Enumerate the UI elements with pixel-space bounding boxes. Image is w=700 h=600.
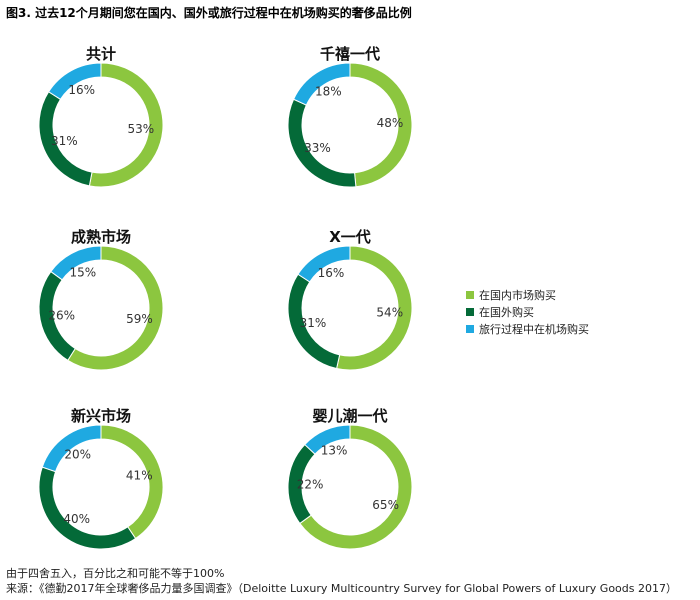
donut-chart-3: 成熟市场 59% 26% 15% (38, 228, 164, 371)
legend-label-domestic: 在国内市场购买 (479, 288, 556, 302)
donut-slice-domestic (299, 424, 413, 550)
footnote: 由于四舍五入，百分比之和可能不等于100% 来源：《德勤2017年全球奢侈品力量… (6, 566, 677, 596)
donut-slice-travel (297, 245, 351, 283)
donut-chart-5: 新兴市场 41% 40% 20% (38, 407, 164, 550)
slice-label-travel: 16% (68, 83, 95, 97)
chart-title: 千禧一代 (320, 45, 380, 63)
donut-slice-abroad (38, 466, 137, 550)
donut-chart-4: X一代 54% 31% 16% (287, 228, 413, 371)
donut-slice-domestic (67, 245, 164, 371)
slice-label-abroad: 40% (63, 512, 90, 526)
slice-label-travel: 15% (70, 265, 97, 279)
slice-label-domestic: 59% (126, 312, 153, 326)
legend-label-abroad: 在国外购买 (479, 305, 534, 319)
slice-label-domestic: 48% (377, 116, 404, 130)
legend-item-domestic: 在国内市场购买 (466, 286, 589, 303)
slice-label-abroad: 31% (300, 316, 327, 330)
slice-label-abroad: 33% (304, 141, 331, 155)
legend-item-travel: 旅行过程中在机场购买 (466, 320, 589, 337)
legend-swatch-abroad (466, 307, 474, 316)
footnote-rounding: 由于四舍五入，百分比之和可能不等于100% (6, 567, 225, 580)
donut-chart-2: 千禧一代 48% 33% 18% (287, 45, 413, 188)
slice-label-travel: 20% (64, 447, 91, 461)
donut-slice-travel (47, 62, 102, 100)
slice-label-domestic: 41% (126, 468, 153, 482)
slice-label-domestic: 54% (376, 305, 403, 319)
slice-label-domestic: 65% (372, 498, 399, 512)
donut-slice-travel (41, 424, 102, 473)
legend-label-travel: 旅行过程中在机场购买 (479, 322, 589, 336)
donut-chart-6: 婴儿潮一代 65% 22% 13% (287, 407, 413, 550)
legend-swatch-domestic (466, 290, 474, 299)
slice-label-travel: 16% (318, 266, 345, 280)
chart-title: X一代 (329, 228, 371, 246)
donut-slice-travel (50, 245, 102, 281)
slice-label-abroad: 22% (297, 477, 324, 491)
chart-title: 新兴市场 (71, 407, 131, 425)
slice-label-abroad: 31% (51, 134, 78, 148)
donut-chart-1: 共计 53% 31% 16% (38, 45, 164, 188)
figure-title: 图3. 过去12个月期间您在国内、国外或旅行过程中在机场购买的奢侈品比例 (6, 6, 412, 20)
slice-label-travel: 18% (315, 84, 342, 98)
legend: 在国内市场购买 在国外购买 旅行过程中在机场购买 (466, 286, 589, 337)
donut-slice-travel (304, 424, 351, 455)
donut-slice-travel (292, 62, 351, 106)
slice-label-abroad: 26% (48, 308, 75, 322)
slice-label-domestic: 53% (127, 122, 154, 136)
legend-item-abroad: 在国外购买 (466, 303, 589, 320)
footnote-source: 来源：《德勤2017年全球奢侈品力量多国调查》（Deloitte Luxury … (6, 582, 677, 595)
slice-label-travel: 13% (321, 443, 348, 457)
chart-title: 共计 (86, 45, 116, 63)
chart-title: 成熟市场 (71, 228, 131, 246)
legend-swatch-travel (466, 324, 474, 333)
chart-title: 婴儿潮一代 (312, 407, 387, 425)
